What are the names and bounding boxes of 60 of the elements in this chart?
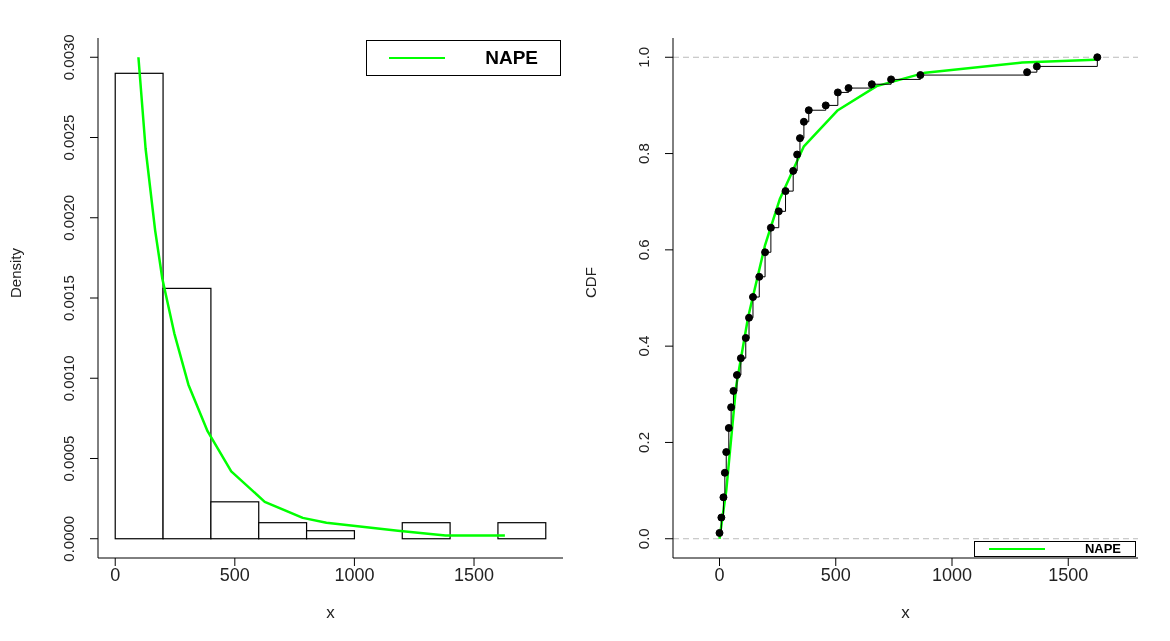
x-tick-label: 500 bbox=[219, 564, 250, 585]
point bbox=[1093, 53, 1102, 62]
point bbox=[722, 448, 731, 457]
point bbox=[755, 272, 764, 281]
y-tick-label: 1.0 bbox=[635, 46, 652, 68]
y-tick-label: 0.0030 bbox=[60, 34, 77, 81]
y-tick-label: 0.8 bbox=[635, 143, 652, 164]
legend: NAPE bbox=[973, 541, 1136, 557]
y-tick-label: 0.0015 bbox=[60, 275, 77, 321]
point bbox=[748, 293, 757, 302]
point bbox=[717, 513, 726, 522]
x-axis-title: x bbox=[901, 603, 911, 622]
y-tick-label: 0.0020 bbox=[60, 194, 77, 241]
point bbox=[795, 134, 804, 143]
x-tick-label: 0 bbox=[110, 564, 121, 585]
y-tick-label: 0.4 bbox=[635, 335, 652, 357]
point bbox=[720, 468, 729, 477]
point bbox=[799, 117, 808, 126]
point bbox=[736, 354, 745, 363]
point bbox=[719, 493, 728, 502]
point bbox=[867, 80, 876, 89]
point bbox=[916, 71, 925, 80]
x-tick-label: 500 bbox=[820, 564, 851, 585]
point bbox=[741, 333, 750, 342]
point bbox=[724, 424, 733, 432]
point bbox=[821, 101, 830, 110]
point bbox=[789, 166, 798, 175]
y-tick-label: 0.0010 bbox=[60, 355, 77, 402]
y-tick-label: 0.0000 bbox=[60, 515, 77, 562]
point bbox=[844, 84, 853, 93]
point bbox=[774, 207, 783, 216]
point bbox=[729, 386, 738, 395]
point bbox=[833, 88, 842, 97]
point bbox=[887, 75, 896, 84]
y-tick-label: 0.0005 bbox=[60, 435, 77, 482]
point bbox=[727, 403, 736, 412]
y-axis-title: CDF bbox=[582, 267, 600, 298]
point bbox=[745, 313, 754, 322]
x-tick-label: 0 bbox=[714, 564, 725, 585]
point bbox=[793, 150, 802, 159]
point bbox=[804, 106, 813, 115]
x-axis-title: x bbox=[326, 603, 336, 622]
y-axis-title: Density bbox=[7, 247, 25, 298]
point bbox=[766, 223, 775, 232]
point bbox=[715, 528, 724, 537]
x-tick-label: 1000 bbox=[931, 564, 973, 585]
y-tick-label: 0.0025 bbox=[60, 114, 77, 161]
y-tick-label: 0.2 bbox=[635, 432, 652, 453]
legend-label: NAPE bbox=[485, 47, 538, 69]
point bbox=[761, 248, 770, 257]
x-tick-label: 1500 bbox=[1048, 564, 1089, 585]
point bbox=[732, 371, 741, 380]
point bbox=[1032, 62, 1041, 71]
legend: NAPE bbox=[366, 40, 561, 76]
y-tick-label: 0.0 bbox=[635, 528, 652, 550]
point bbox=[781, 187, 790, 196]
x-tick-label: 1500 bbox=[454, 564, 495, 585]
point bbox=[1023, 68, 1032, 77]
y-tick-label: 0.6 bbox=[635, 239, 652, 261]
x-tick-label: 1000 bbox=[334, 564, 375, 585]
